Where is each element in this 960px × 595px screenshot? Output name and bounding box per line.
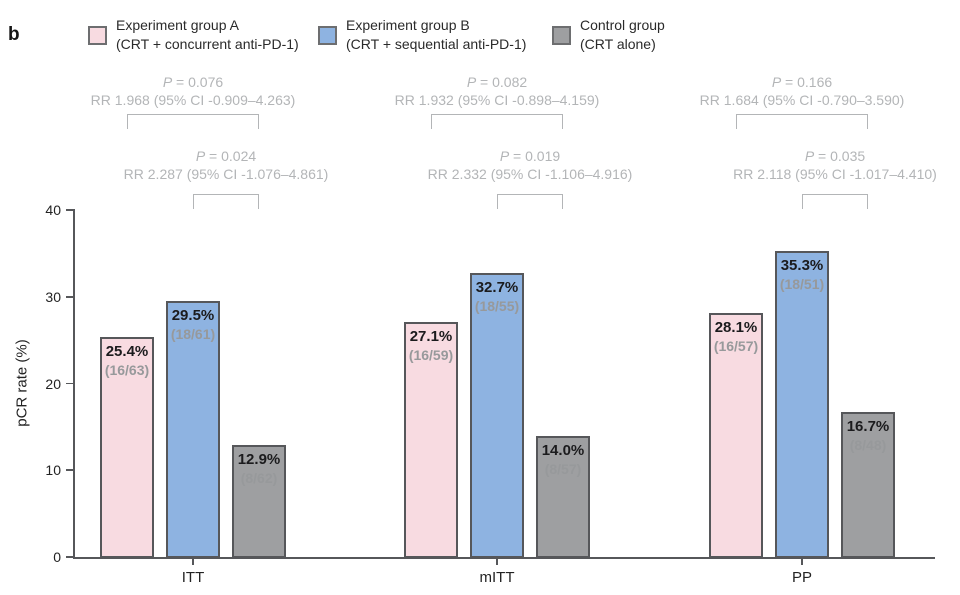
y-tick-mark [65,209,74,211]
bar-value-label: 29.5% [171,307,215,325]
comparison-bracket-a-vs-control [127,114,259,129]
legend-swatch-control [552,26,571,45]
y-tick-label: 30 [45,288,61,305]
comparison-p-value-a-vs-control: P = 0.166 [771,74,833,90]
x-tick-mark [801,558,803,565]
bar-value-label: 16.7% [846,418,890,436]
x-tick-mark [192,558,194,565]
x-category-label: PP [791,569,812,586]
bar [775,250,829,558]
comparison-rr-b-vs-control: RR 2.287 (95% CI -1.076–4.861) [123,166,329,182]
comparison-bracket-b-vs-control [193,194,259,209]
legend-swatch-group-a [88,26,107,45]
y-tick-label: 10 [45,462,61,479]
bar-count-label: (8/48) [849,437,887,454]
bar-value-label: 25.4% [105,342,149,360]
y-tick-mark [65,382,74,385]
comparison-rr-b-vs-control: RR 2.332 (95% CI -1.106–4.916) [427,166,633,182]
comparison-bracket-b-vs-control [802,194,868,209]
legend-sublabel-group-a: (CRT + concurrent anti-PD-1) [116,36,299,52]
bar-value-label: 27.1% [409,327,453,345]
bar-value-label: 14.0% [541,441,585,459]
bar [232,445,286,558]
x-category-label: ITT [181,569,205,586]
bar [470,273,524,558]
bar-value-label: 35.3% [780,256,824,274]
comparison-rr-a-vs-control: RR 1.684 (95% CI -0.790–3.590) [699,92,905,108]
bar-count-label: (16/59) [408,346,454,363]
bar-count-label: (8/57) [544,460,582,477]
bar [166,301,220,558]
x-category-label: mITT [479,569,515,586]
bar [709,313,763,558]
comparison-bracket-b-vs-control [497,194,563,209]
bar-count-label: (16/57) [713,338,759,355]
legend-label-group-b: Experiment group B [346,17,470,33]
legend-label-group-a: Experiment group A [116,17,239,33]
y-tick-mark [65,469,74,472]
comparison-rr-a-vs-control: RR 1.932 (95% CI -0.898–4.159) [394,92,600,108]
comparison-bracket-a-vs-control [431,114,563,129]
comparison-p-value-b-vs-control: P = 0.019 [499,148,561,164]
legend-swatch-group-b [318,26,337,45]
bar [536,435,590,558]
bar-count-label: (16/63) [104,361,150,378]
legend-sublabel-group-b: (CRT + sequential anti-PD-1) [346,36,527,52]
comparison-p-value-a-vs-control: P = 0.076 [162,74,224,90]
bar [841,412,895,558]
bar [404,321,458,558]
y-tick-label: 40 [45,202,61,218]
comparison-rr-a-vs-control: RR 1.968 (95% CI -0.909–4.263) [90,92,296,108]
y-tick-label: 20 [45,375,61,392]
bar-value-label: 12.9% [237,451,281,469]
bar-count-label: (18/61) [170,326,216,343]
comparison-p-value-b-vs-control: P = 0.024 [195,148,257,164]
bar-value-label: 28.1% [714,319,758,337]
y-tick-mark [65,295,74,298]
x-tick-mark [496,558,498,565]
bar [100,336,154,558]
y-tick-mark [65,556,74,558]
legend-item-control: Control group (CRT alone) [552,16,665,54]
legend-label-control: Control group [580,17,665,33]
comparison-p-value-a-vs-control: P = 0.082 [466,74,528,90]
legend-item-group-b: Experiment group B (CRT + sequential ant… [318,16,526,54]
bar-value-label: 32.7% [475,279,519,297]
bar-count-label: (18/51) [779,275,825,292]
comparison-bracket-a-vs-control [736,114,868,129]
y-tick-label: 0 [53,549,61,565]
panel-label: b [8,24,20,45]
bar-count-label: (18/55) [474,298,520,315]
comparison-rr-b-vs-control: RR 2.118 (95% CI -1.017–4.410) [733,166,937,182]
legend-item-group-a: Experiment group A (CRT + concurrent ant… [88,16,299,54]
y-axis-line [73,209,75,559]
legend-sublabel-control: (CRT alone) [580,36,656,52]
comparison-p-value-b-vs-control: P = 0.035 [804,148,866,164]
bar-count-label: (8/62) [240,470,278,487]
